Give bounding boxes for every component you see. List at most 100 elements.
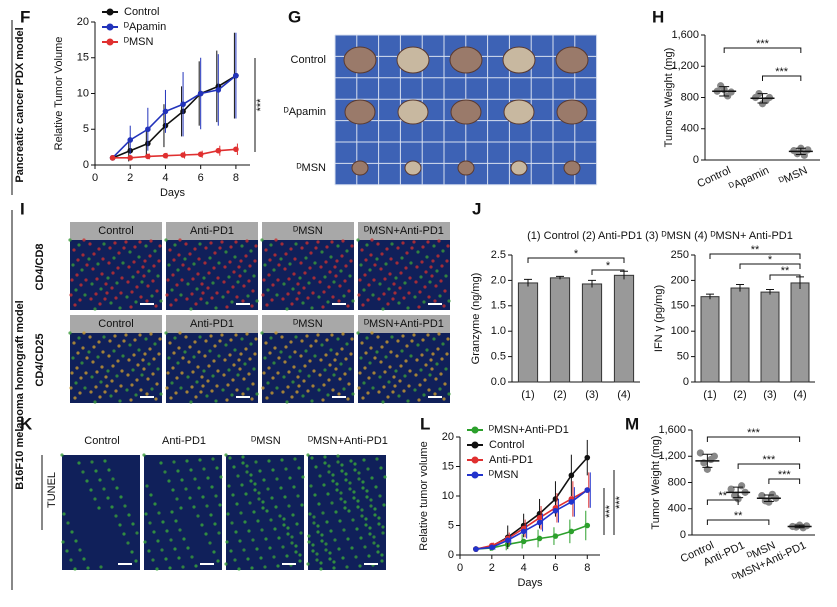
y-tick-label: 100 <box>671 325 689 337</box>
stain <box>364 523 368 527</box>
stain <box>386 302 390 306</box>
stain <box>176 268 180 272</box>
legend-label: ᴰMSN+Anti-PD1 <box>489 424 569 436</box>
x-tick-label: (3) <box>585 389 598 401</box>
stain <box>154 304 158 308</box>
stain <box>380 252 384 256</box>
stain <box>381 307 385 311</box>
stain <box>115 486 119 490</box>
stain <box>78 298 82 302</box>
stain <box>234 530 238 534</box>
stain <box>107 354 111 358</box>
stain <box>407 291 411 295</box>
stain <box>140 280 144 284</box>
x-tick-label: 8 <box>233 172 239 184</box>
col-label: ᴰMSN <box>293 225 322 237</box>
stain <box>369 253 373 257</box>
stain <box>71 263 75 267</box>
y-tick-label: 800 <box>668 476 686 488</box>
stain <box>412 333 416 337</box>
y-tick-label: 800 <box>681 91 699 103</box>
stain <box>115 281 119 285</box>
stain <box>300 246 304 250</box>
stain <box>97 506 101 510</box>
stain <box>122 246 126 250</box>
stain <box>94 385 98 389</box>
x-tick-label: 2 <box>489 562 495 574</box>
point <box>109 155 116 161</box>
stain <box>408 369 412 373</box>
error-bar <box>588 279 596 288</box>
stain <box>311 291 315 295</box>
stain <box>337 299 341 303</box>
stain <box>230 521 234 525</box>
stain <box>340 463 344 467</box>
stain <box>77 243 81 247</box>
stain <box>142 453 146 457</box>
stain <box>127 265 131 269</box>
stain <box>301 394 305 398</box>
stain <box>422 300 426 304</box>
stain <box>201 495 205 499</box>
stain <box>233 348 237 352</box>
stain <box>387 287 391 291</box>
stain <box>388 272 392 276</box>
stain <box>325 338 329 342</box>
stain <box>422 393 426 397</box>
stain <box>157 352 161 356</box>
stain <box>132 353 136 357</box>
stain <box>328 551 332 555</box>
stain <box>243 269 247 273</box>
stain <box>435 269 439 273</box>
stain <box>65 549 69 553</box>
point <box>145 153 151 160</box>
stain <box>269 243 273 247</box>
stain <box>417 398 421 402</box>
stain <box>282 517 286 521</box>
side-label: B16F10 melanoma homograft model <box>14 300 26 490</box>
point <box>758 492 766 500</box>
stain <box>236 373 240 377</box>
stain <box>215 384 219 388</box>
point <box>536 535 543 542</box>
stain <box>122 532 126 536</box>
stain <box>129 398 133 402</box>
annotation: *** <box>747 427 761 439</box>
stain <box>91 267 95 271</box>
stain <box>227 368 231 372</box>
stain <box>251 289 255 293</box>
stain <box>150 387 154 391</box>
stain <box>218 246 222 250</box>
stain <box>95 370 99 374</box>
stain <box>147 549 151 553</box>
stain <box>102 242 106 246</box>
stain <box>231 378 235 382</box>
stain <box>247 279 251 283</box>
stain <box>85 479 89 483</box>
stain <box>406 399 410 403</box>
stain <box>151 558 155 562</box>
stain <box>367 376 371 380</box>
stain <box>298 276 302 280</box>
stain <box>252 510 256 514</box>
stain <box>116 266 120 270</box>
stain <box>301 475 305 479</box>
stain <box>71 356 75 360</box>
stain <box>331 479 335 483</box>
stain <box>335 352 339 356</box>
stain <box>400 256 404 260</box>
stain <box>81 346 85 350</box>
stain <box>136 270 140 274</box>
stain <box>149 332 153 336</box>
stain <box>228 353 232 357</box>
stain <box>379 360 383 364</box>
stain <box>446 244 450 248</box>
stain <box>87 257 91 261</box>
stain <box>148 521 152 525</box>
stain <box>321 511 325 515</box>
y-tick-label: 15 <box>77 52 89 64</box>
stain <box>381 400 385 404</box>
stain <box>308 512 312 516</box>
stain <box>344 264 348 268</box>
stain <box>120 369 124 373</box>
